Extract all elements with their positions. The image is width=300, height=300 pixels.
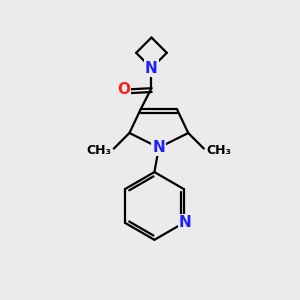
Text: N: N bbox=[152, 140, 165, 155]
Text: N: N bbox=[145, 61, 158, 76]
Text: CH₃: CH₃ bbox=[206, 144, 231, 157]
Text: N: N bbox=[179, 215, 192, 230]
Text: O: O bbox=[117, 82, 130, 97]
Text: CH₃: CH₃ bbox=[86, 144, 112, 157]
